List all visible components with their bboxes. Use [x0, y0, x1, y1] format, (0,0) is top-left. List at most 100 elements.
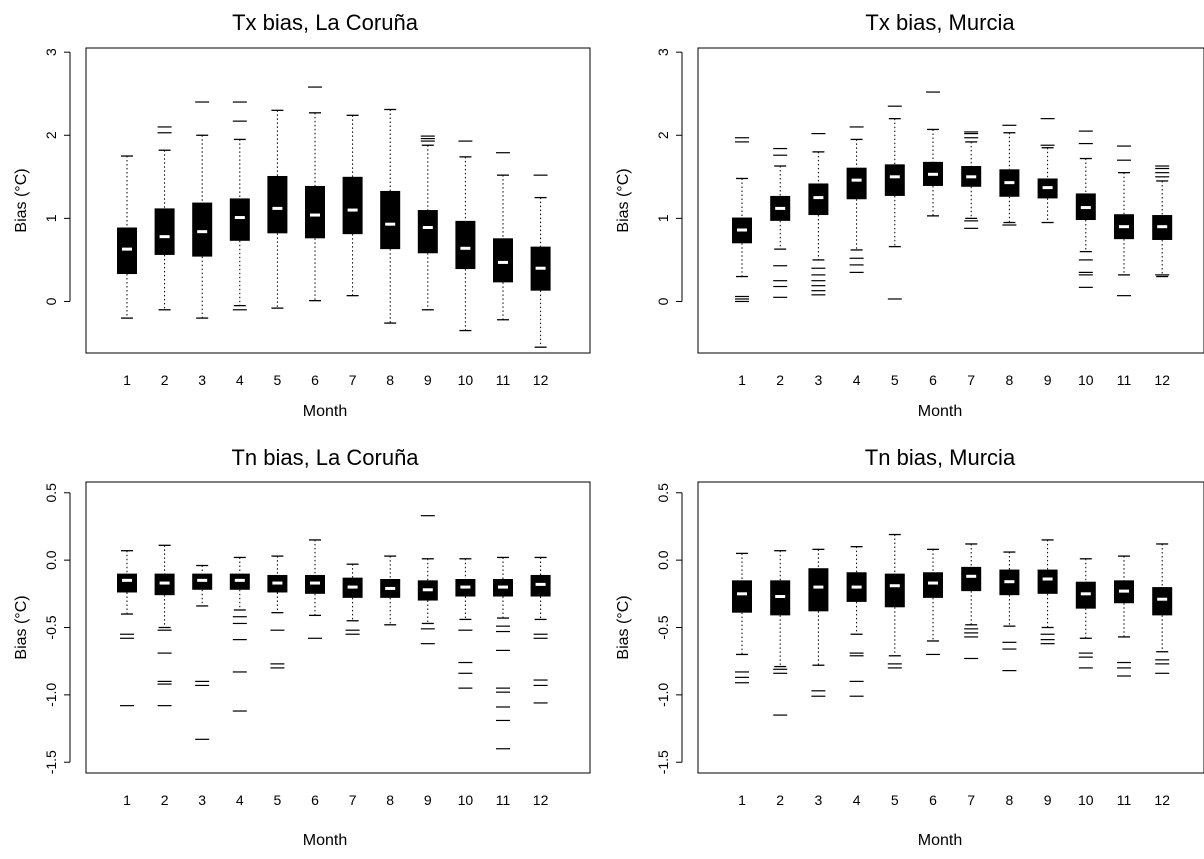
box-month-2: [154, 544, 175, 707]
x-tick-label: 7: [967, 792, 975, 808]
y-tick-label: -0.5: [43, 615, 59, 639]
y-tick-label: 1: [655, 214, 671, 222]
box-iqr: [1152, 587, 1173, 616]
box-month-3: [808, 132, 829, 296]
box-month-2: [770, 147, 791, 298]
box-month-9: [1037, 539, 1058, 645]
x-tick-label: 6: [311, 372, 319, 388]
box-month-5: [267, 555, 288, 669]
x-tick-label: 7: [349, 792, 357, 808]
box-month-12: [1152, 543, 1173, 674]
x-axis-label: Month: [918, 403, 962, 420]
x-tick-label: 2: [161, 372, 169, 388]
x-tick-label: 9: [424, 792, 432, 808]
box-iqr: [380, 190, 401, 250]
x-tick-label: 12: [533, 792, 549, 808]
box-month-5: [267, 109, 288, 309]
box-iqr: [732, 580, 752, 613]
box-iqr: [961, 566, 982, 592]
box-month-7: [961, 543, 982, 660]
x-tick-label: 5: [274, 792, 282, 808]
x-tick-label: 7: [349, 372, 357, 388]
box-month-1: [117, 550, 137, 707]
box-month-4: [229, 556, 250, 712]
x-tick-label: 8: [1006, 792, 1014, 808]
box-month-6: [305, 86, 325, 302]
box-month-4: [846, 126, 867, 273]
x-tick-label: 6: [929, 792, 937, 808]
x-tick-label: 9: [1044, 372, 1052, 388]
box-month-10: [455, 558, 476, 689]
chart-title: Tx bias, Murcia: [865, 10, 1015, 35]
x-axis-label: Month: [303, 403, 347, 420]
box-month-7: [342, 563, 363, 635]
box-month-11: [493, 556, 513, 750]
box-iqr: [884, 573, 905, 608]
box-month-9: [417, 515, 438, 645]
chart-svg-tx-la-coruna: Tx bias, La Coruña Bias (°C) Month 01231…: [13, 10, 591, 420]
box-month-12: [530, 556, 551, 704]
y-tick-label: 3: [43, 48, 59, 56]
x-tick-label: 4: [236, 792, 244, 808]
y-tick-label: 0.0: [43, 550, 59, 570]
x-tick-label: 7: [967, 372, 975, 388]
y-axis-label: Bias (°C): [615, 168, 632, 232]
plot-area: -1.5-1.0-0.50.00.51 2 3 4 5 6 7 8 9 10 11 12: [43, 481, 591, 808]
plot-area: -1.5-1.0-0.50.00.51 2 3 4 5 6 7 8 9 10 11 12: [655, 481, 1204, 808]
box-iqr: [846, 167, 867, 200]
x-tick-label: 1: [123, 372, 131, 388]
box-iqr: [884, 164, 905, 196]
x-tick-label: 10: [1078, 792, 1094, 808]
y-axis-label: Bias (°C): [13, 168, 30, 232]
x-tick-label: 4: [236, 372, 244, 388]
box-month-3: [192, 564, 213, 740]
box-iqr: [455, 220, 476, 270]
y-tick-label: 1: [43, 214, 59, 222]
box-month-1: [732, 137, 752, 303]
x-tick-label: 3: [815, 372, 823, 388]
plot-frame: [85, 481, 591, 774]
x-tick-label: 12: [1154, 792, 1170, 808]
box-iqr: [417, 210, 438, 254]
x-tick-label: 11: [496, 792, 511, 808]
y-tick-label: 0.5: [655, 483, 671, 503]
box-iqr: [267, 175, 288, 234]
box-month-1: [117, 155, 137, 319]
chart-title: Tn bias, La Coruña: [231, 445, 419, 470]
box-month-6: [923, 91, 943, 217]
x-axis-label: Month: [918, 832, 962, 849]
plot-frame: [85, 47, 591, 354]
box-month-12: [530, 174, 551, 348]
box-month-8: [380, 555, 401, 626]
box-iqr: [117, 227, 137, 275]
x-tick-label: 12: [533, 372, 549, 388]
x-tick-label: 1: [123, 792, 131, 808]
box-month-12: [1152, 165, 1173, 278]
plot-frame: [697, 47, 1204, 354]
box-month-3: [192, 101, 213, 319]
x-tick-label: 6: [929, 372, 937, 388]
box-month-1: [732, 552, 752, 684]
box-month-5: [884, 105, 905, 300]
box-iqr: [305, 185, 325, 239]
chart-title: Tx bias, La Coruña: [232, 10, 419, 35]
y-tick-label: -1.5: [43, 750, 59, 774]
box-month-6: [923, 548, 943, 656]
box-month-6: [305, 539, 325, 639]
box-month-10: [455, 140, 476, 332]
x-tick-label: 3: [815, 792, 823, 808]
chart-svg-tn-la-coruna: Tn bias, La Coruña Bias (°C) Month -1.5 -…: [13, 445, 591, 849]
box-iqr: [923, 572, 943, 598]
x-tick-label: 1: [738, 372, 746, 388]
chart-title: Tn bias, Murcia: [865, 445, 1016, 470]
box-iqr: [808, 183, 829, 216]
box-month-4: [846, 546, 867, 697]
y-tick-label: 0: [655, 297, 671, 305]
x-tick-label: 9: [424, 372, 432, 388]
box-month-11: [493, 152, 513, 321]
x-tick-label: 6: [311, 792, 319, 808]
box-month-9: [417, 135, 438, 311]
y-tick-label: -0.5: [655, 615, 671, 639]
box-month-8: [380, 108, 401, 324]
